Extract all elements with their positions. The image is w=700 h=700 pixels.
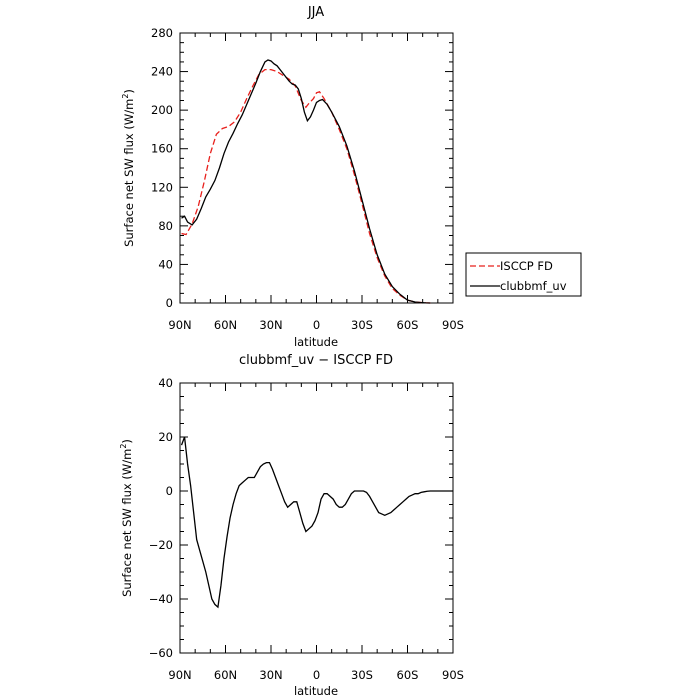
x-tick-label: 0 — [313, 318, 320, 332]
y-tick-label: 0 — [166, 484, 173, 498]
y-tick-label: 80 — [158, 219, 173, 233]
x-tick-label: 0 — [313, 668, 320, 682]
y-tick-label: 280 — [151, 26, 173, 40]
x-tick-label: 90N — [168, 318, 191, 332]
y-tick-label: −40 — [149, 592, 173, 606]
series-line-clubbmf-uv — [181, 59, 431, 304]
legend-label-clubbmf-uv: clubbmf_uv — [500, 279, 567, 293]
legend: ISCCP FD clubbmf_uv — [465, 252, 582, 297]
y-tick-label: −20 — [149, 538, 173, 552]
x-tick-label: 30S — [351, 318, 373, 332]
series-group-top — [181, 59, 431, 304]
y-tick-label: 40 — [158, 257, 173, 271]
y-tick-label: 240 — [151, 65, 173, 79]
series-line-difference — [180, 436, 453, 609]
legend-box — [465, 252, 582, 297]
axis-ticks-bottom: 90N 60N 30N 0 30S 60S 90S −60 −40 −20 0 20 40 — [149, 376, 464, 682]
y-tick-label: 20 — [158, 430, 173, 444]
x-tick-label: 60N — [214, 668, 237, 682]
chart-title-bottom: clubbmf_uv − ISCCP FD — [239, 353, 393, 368]
chart-panel-top: JJA 90N 60N 30N 0 30S 60S 90S 0 40 80 120 160 200 240… — [121, 5, 464, 349]
x-tick-label: 90N — [168, 668, 191, 682]
x-tick-label: 60S — [397, 318, 419, 332]
chart-panel-bottom: clubbmf_uv − ISCCP FD 90N 60N 30N 0 30S 60S 90… — [119, 353, 464, 698]
y-tick-label: 40 — [158, 376, 173, 390]
y-tick-label: 0 — [166, 296, 173, 310]
y-tick-label: 120 — [151, 180, 173, 194]
y-axis-label-top: Surface net SW flux (W/m2) — [121, 89, 136, 247]
x-tick-label: 30N — [259, 668, 282, 682]
x-tick-label: 30N — [259, 318, 282, 332]
x-tick-label: 30S — [351, 668, 373, 682]
chart-title-top: JJA — [307, 5, 324, 20]
legend-label-isccp-fd: ISCCP FD — [500, 259, 553, 273]
x-tick-label: 90S — [442, 318, 464, 332]
y-tick-label: 200 — [151, 103, 173, 117]
x-tick-label: 60S — [397, 668, 419, 682]
series-group-bottom — [180, 436, 453, 609]
y-axis-label-bottom: Surface net SW flux (W/m2) — [119, 439, 134, 597]
y-tick-label: −60 — [149, 646, 173, 660]
axis-ticks-top: 90N 60N 30N 0 30S 60S 90S 0 40 80 120 160 200 240 280 — [151, 26, 464, 332]
x-tick-label: 90S — [442, 668, 464, 682]
x-tick-label: 60N — [214, 318, 237, 332]
x-axis-label-bottom: latitude — [294, 684, 338, 698]
plot-frame-top — [179, 32, 454, 304]
y-tick-label: 160 — [151, 142, 173, 156]
series-line-isccp-fd — [181, 68, 431, 304]
x-axis-label-top: latitude — [294, 335, 338, 349]
